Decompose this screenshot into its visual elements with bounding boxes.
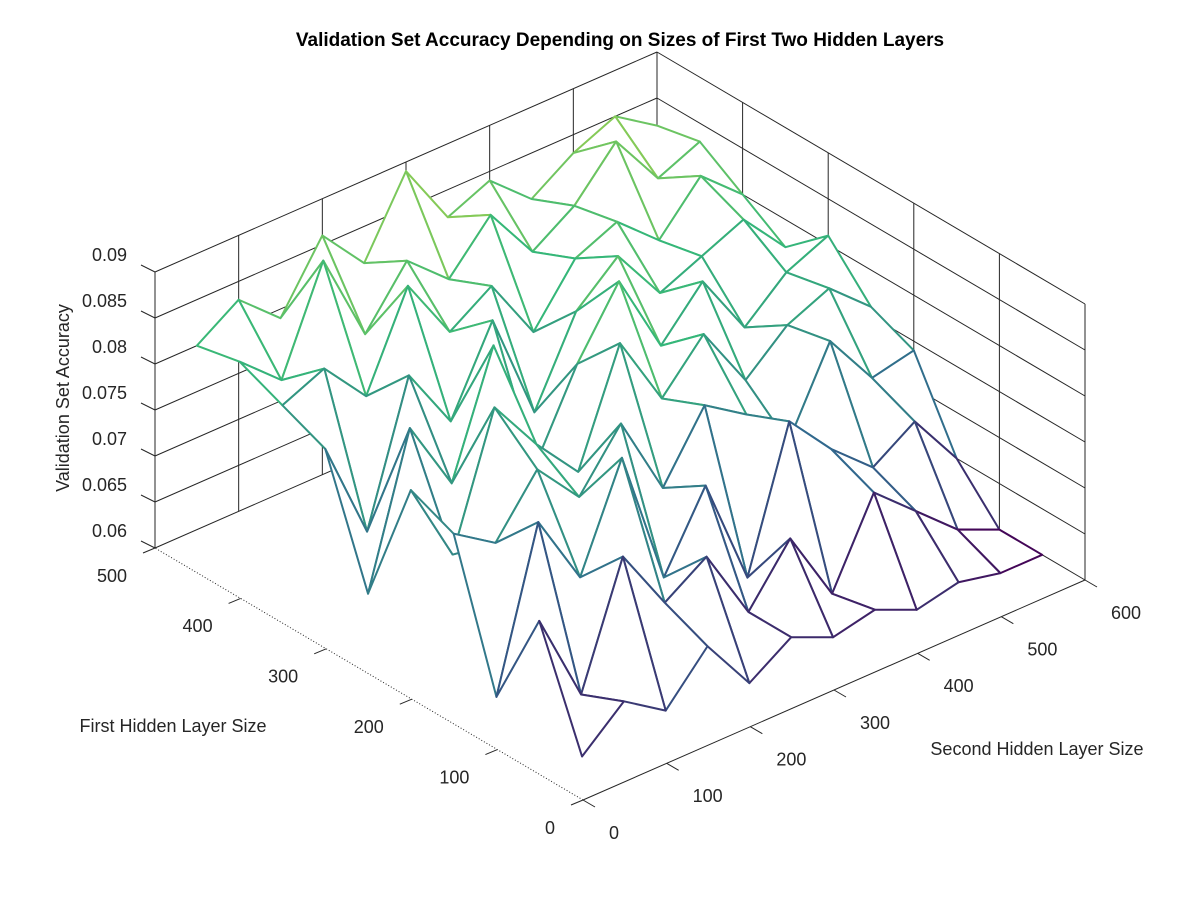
y-tick-label: 100: [693, 786, 723, 806]
y-tick-label: 300: [860, 713, 890, 733]
y-tick: [582, 799, 596, 808]
y-tick-label: 600: [1111, 603, 1141, 623]
z-tick-label: 0.065: [82, 475, 127, 495]
z-tick-label: 0.06: [92, 521, 127, 541]
x-tick: [228, 597, 241, 604]
x-tick-label: 300: [268, 667, 298, 687]
z-axis-label: Validation Set Accuracy: [53, 304, 73, 492]
y-tick-label: 500: [1027, 639, 1057, 659]
y-axis-label: Second Hidden Layer Size: [930, 739, 1143, 759]
y-tick: [1001, 616, 1014, 625]
z-tick-label: 0.085: [82, 291, 127, 311]
x-tick-label: 200: [354, 717, 384, 737]
x-tick-label: 0: [545, 818, 555, 838]
y-tick-label: 400: [944, 676, 974, 696]
z-tick-label: 0.09: [92, 245, 127, 265]
x-tick-label: 500: [97, 566, 127, 586]
z-tick: [140, 356, 156, 365]
z-tick: [140, 310, 156, 319]
x-tick-label: 400: [183, 616, 213, 636]
z-tick-label: 0.075: [82, 383, 127, 403]
grid-line: [656, 97, 1086, 351]
z-tick: [140, 402, 156, 411]
x-tick: [142, 547, 156, 554]
z-tick-label: 0.08: [92, 337, 127, 357]
y-tick: [1084, 579, 1098, 588]
z-tick: [140, 494, 156, 503]
y-tick: [833, 689, 847, 698]
y-tick: [666, 762, 679, 771]
x-tick: [399, 698, 412, 705]
x-tick: [485, 749, 498, 756]
z-tick-label: 0.07: [92, 429, 127, 449]
x-tick: [314, 648, 327, 655]
grid-line: [656, 51, 1086, 305]
z-tick: [140, 264, 156, 273]
y-tick: [917, 652, 930, 661]
y-tick-label: 200: [776, 749, 806, 769]
y-tick: [750, 726, 763, 735]
z-tick: [140, 448, 156, 457]
y-tick-label: 0: [609, 823, 619, 843]
surface-patch: [538, 619, 625, 758]
chart-title: Validation Set Accuracy Depending on Siz…: [296, 30, 944, 51]
x-tick-label: 100: [439, 767, 469, 787]
x-tick: [570, 799, 584, 806]
x-axis-label: First Hidden Layer Size: [79, 716, 266, 736]
z-tick: [140, 540, 156, 549]
